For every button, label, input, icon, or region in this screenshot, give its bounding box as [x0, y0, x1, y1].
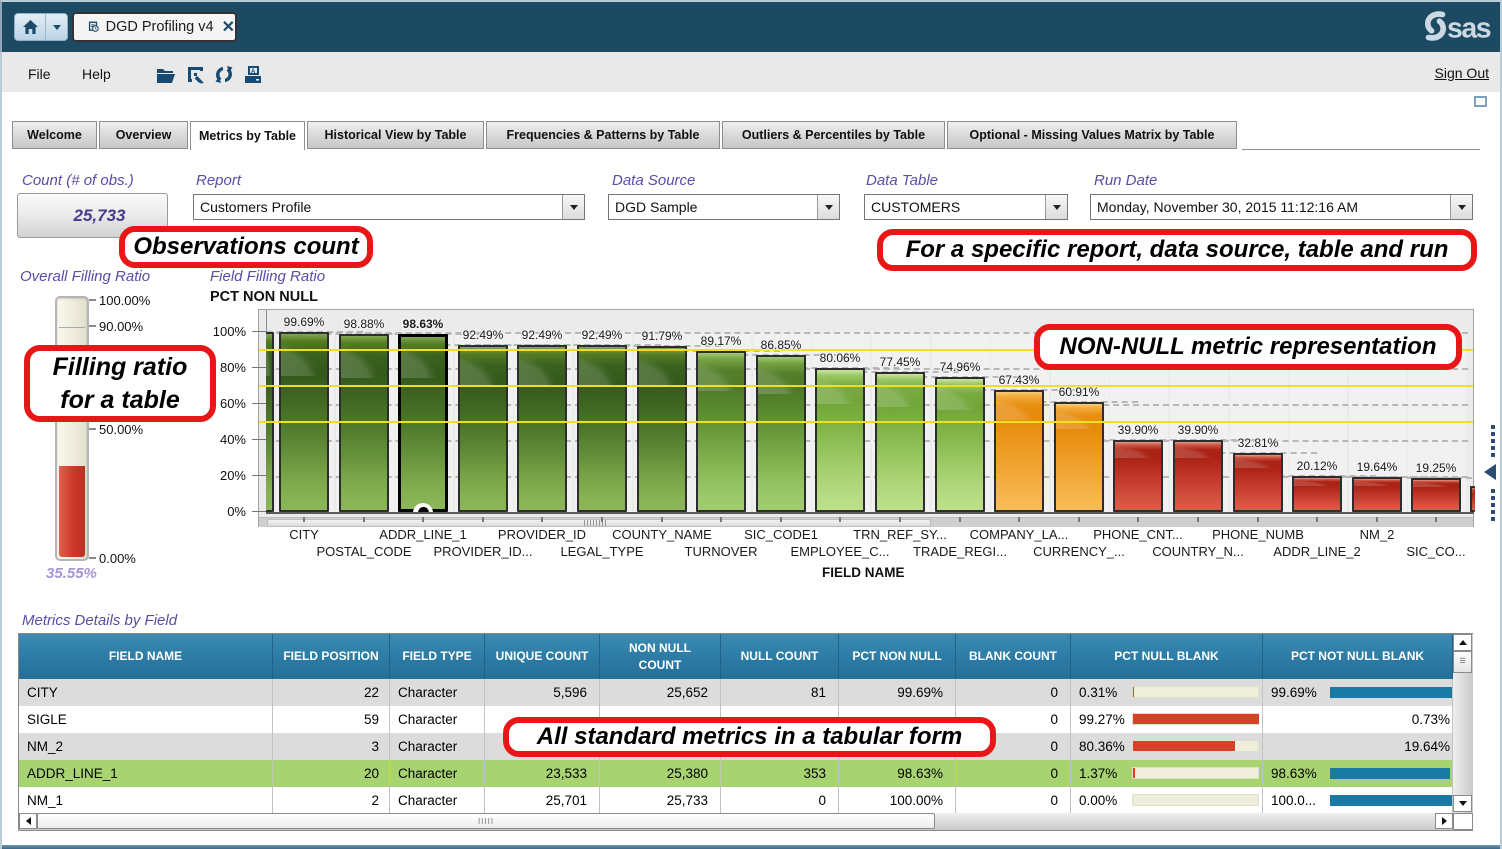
svg-text:sas: sas	[1447, 13, 1491, 43]
svg-text:A: A	[251, 69, 256, 75]
